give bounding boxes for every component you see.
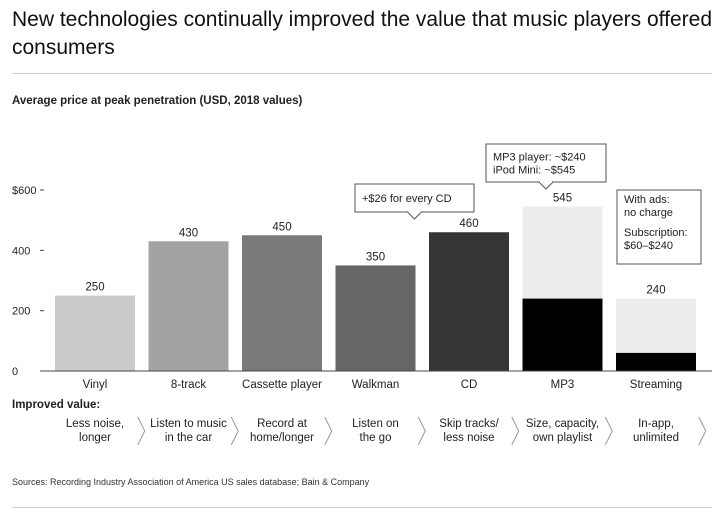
improved-value-text: Size, capacity,	[526, 418, 599, 430]
source-note: Sources: Recording Industry Association …	[12, 477, 370, 487]
improved-value-text: Listen on	[352, 418, 399, 430]
improved-value-text: longer	[79, 432, 111, 444]
chevron-right-icon	[137, 416, 146, 446]
x-tick-label: Walkman	[352, 379, 400, 391]
bar-cd	[429, 232, 509, 371]
improved-value-text: home/longer	[250, 432, 314, 444]
improved-value-text: Listen to music	[150, 418, 227, 430]
callout-text: no charge	[624, 207, 673, 219]
y-tick-label: 0	[12, 366, 18, 378]
data-label: 240	[646, 285, 665, 297]
bar-base-streaming	[616, 352, 696, 371]
data-label: 545	[553, 193, 572, 205]
improved-value-text: Skip tracks/	[439, 418, 499, 430]
improved-value-text: In-app,	[638, 418, 674, 430]
callout-text: iPod Mini: ~$545	[493, 165, 575, 177]
improved-value-text: in the car	[165, 432, 212, 444]
title-divider	[12, 73, 712, 74]
chevron-right-icon	[417, 416, 426, 446]
x-tick-label: 8-track	[171, 379, 206, 391]
data-label: 460	[459, 218, 478, 230]
improved-value-text: own playlist	[533, 432, 593, 444]
footer-divider	[12, 507, 712, 508]
data-label: 430	[179, 227, 198, 239]
y-tick-label: 400	[12, 245, 30, 257]
chevron-right-icon	[511, 416, 520, 446]
improved-value-text: unlimited	[633, 432, 679, 444]
callout-text: With ads:	[624, 194, 670, 206]
chevron-right-icon	[698, 416, 707, 446]
chevron-right-icon	[230, 416, 239, 446]
chevron-right-icon	[604, 416, 613, 446]
chart-title: New technologies continually improved th…	[12, 8, 712, 59]
x-tick-label: Streaming	[630, 379, 682, 391]
data-label: 450	[272, 221, 291, 233]
callout-text: +$26 for every CD	[362, 193, 452, 205]
improved-value-heading: Improved value:	[12, 399, 100, 411]
data-label: 250	[85, 282, 104, 294]
improved-value-text: less noise	[443, 432, 494, 444]
bar-cassette-player	[242, 235, 322, 371]
callout-box	[485, 143, 607, 183]
bar-base-mp3	[522, 298, 603, 371]
callout-text: $60–$240	[624, 240, 673, 252]
chevron-right-icon	[324, 416, 333, 446]
improved-value-text: Less noise,	[66, 418, 124, 430]
improved-value-text: Record at	[257, 418, 308, 430]
y-tick-label: 200	[12, 306, 30, 318]
bar-walkman	[335, 265, 416, 371]
chart-subtitle: Average price at peak penetration (USD, …	[12, 95, 303, 107]
callout-text: Subscription:	[624, 227, 688, 239]
callout-pointer	[407, 211, 422, 220]
callout-pointer	[538, 181, 554, 190]
x-tick-label: Vinyl	[83, 379, 108, 391]
x-tick-label: CD	[461, 379, 478, 391]
bar-8-track	[148, 241, 229, 371]
x-tick-label: Cassette player	[242, 379, 322, 391]
callout-text: MP3 player: ~$240	[493, 152, 586, 164]
x-tick-label: MP3	[551, 379, 575, 391]
bar-vinyl	[55, 295, 135, 371]
callout-box	[616, 189, 702, 265]
callout-box	[354, 183, 475, 213]
data-label: 350	[366, 251, 385, 263]
improved-value-text: the go	[360, 432, 392, 444]
y-tick-label: $600	[12, 185, 36, 197]
